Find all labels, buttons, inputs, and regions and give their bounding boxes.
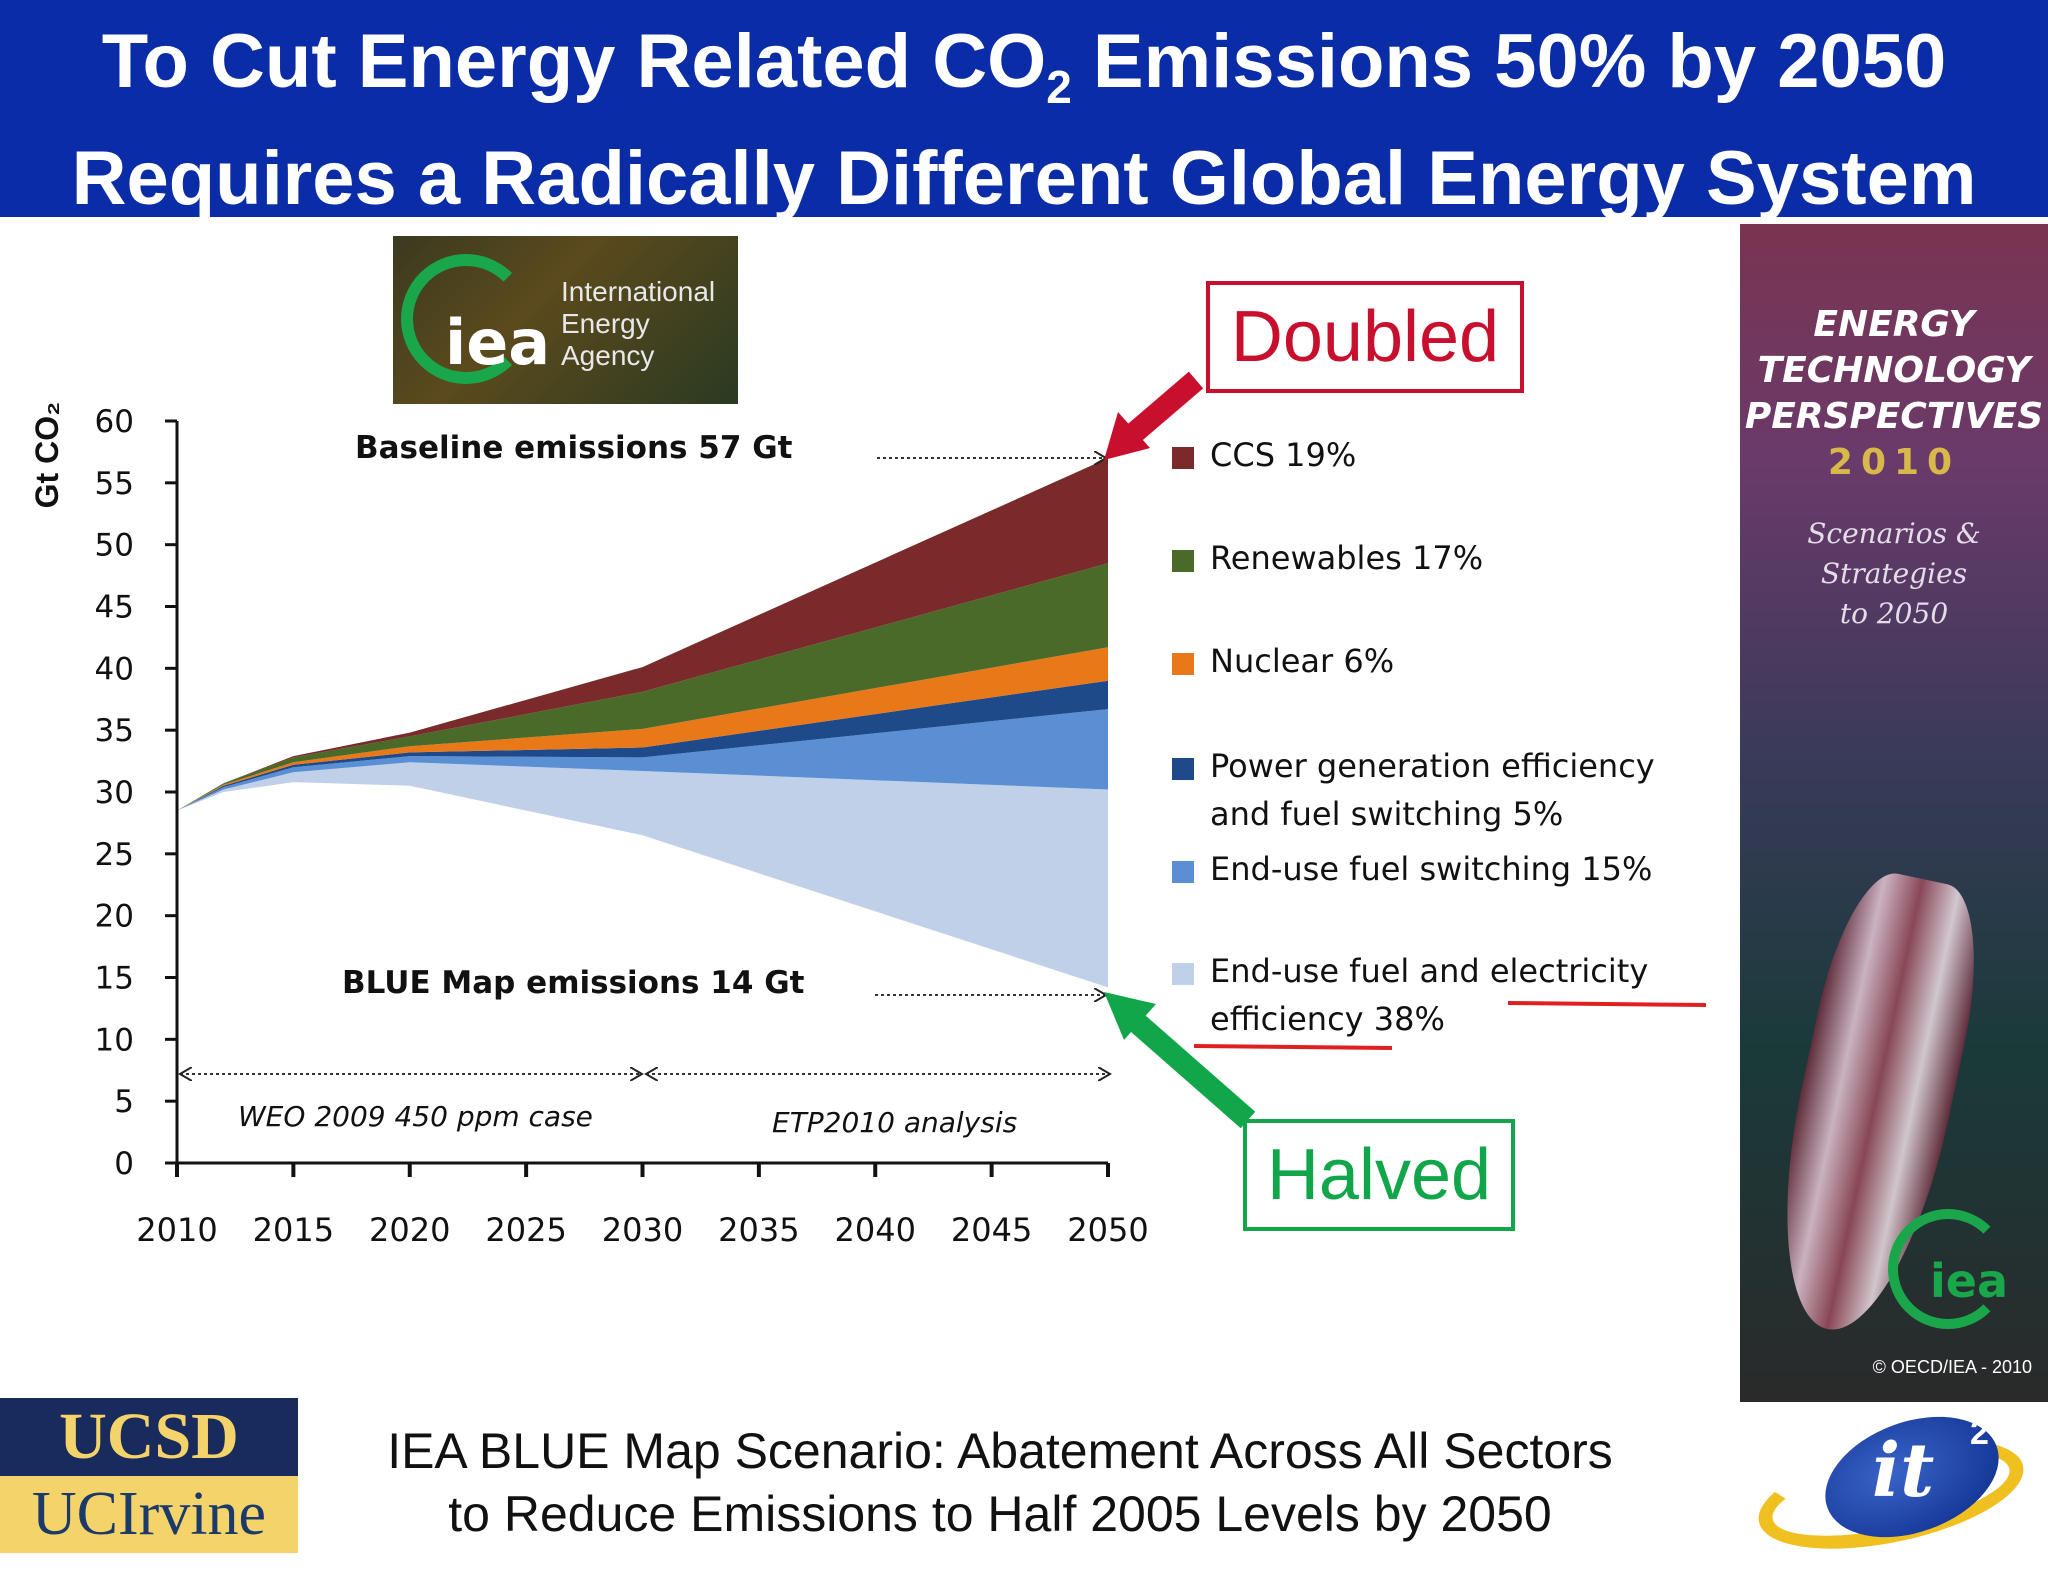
iea-logo: iea International Energy Agency bbox=[393, 236, 738, 404]
x-tick-label: 2040 bbox=[835, 1211, 916, 1249]
halved-arrow bbox=[1104, 992, 1256, 1129]
y-axis-label: Gt CO₂ bbox=[29, 402, 65, 509]
legend-label: Nuclear 6% bbox=[1210, 642, 1394, 680]
legend-label-line: Power generation efficiency bbox=[1210, 747, 1655, 785]
x-tick-label: 2030 bbox=[602, 1211, 683, 1249]
chart-legend: CCS 19% Renewables 17% Nuclear 6% Power gen… bbox=[1172, 436, 1655, 1038]
etp-2010-book-cover: ENERGY TECHNOLOGY PERSPECTIVES 2010 Scen… bbox=[1740, 224, 2048, 1402]
y-tick-label: 55 bbox=[95, 466, 134, 502]
area-series-1 bbox=[177, 709, 1108, 811]
y-tick-label: 25 bbox=[95, 837, 134, 873]
doubled-callout: Doubled bbox=[1206, 281, 1524, 393]
x-tick-label: 2045 bbox=[951, 1211, 1032, 1249]
book-title: ENERGY TECHNOLOGY PERSPECTIVES bbox=[1744, 304, 2044, 437]
institution-logo: UCSD UCIrvine bbox=[0, 1398, 298, 1553]
baseline-annotation: Baseline emissions 57 Gt bbox=[355, 430, 793, 466]
legend-label: Renewables 17% bbox=[1210, 539, 1483, 577]
y-tick-label: 0 bbox=[114, 1146, 134, 1182]
x-tick-label: 2015 bbox=[253, 1211, 334, 1249]
y-tick-label: 35 bbox=[95, 713, 134, 749]
slide-caption: IEA BLUE Map Scenario: Abatement Across … bbox=[387, 1423, 1613, 1542]
weo-annotation: WEO 2009 450 ppm case bbox=[238, 1100, 593, 1133]
iea-logo-mark: iea bbox=[445, 306, 551, 379]
legend-label: Power generation efficiency and fuel swit… bbox=[1210, 747, 1655, 833]
book-iea-ring-icon bbox=[1888, 1209, 2008, 1329]
y-tick-label: 50 bbox=[95, 528, 134, 564]
x-tick-labels: 2010 2015 2020 2025 2030 2035 2040 2045 2050 bbox=[136, 1211, 1148, 1249]
book-copyright: © OECD/IEA - 2010 bbox=[1872, 1357, 2032, 1377]
book-year: 2010 bbox=[1827, 442, 1961, 483]
doubled-arrow bbox=[1104, 371, 1204, 460]
chart-axes bbox=[165, 419, 1110, 1177]
y-tick-label: 20 bbox=[95, 899, 134, 935]
it2-logo-sup: 2 bbox=[1970, 1414, 1989, 1452]
legend-swatch bbox=[1172, 861, 1194, 883]
y-tick-label: 60 bbox=[95, 404, 134, 440]
y-tick-label: 40 bbox=[95, 651, 134, 687]
y-tick-labels: 0 5 10 15 20 25 30 35 40 45 50 55 60 bbox=[95, 404, 134, 1182]
iea-logo-text: International Energy Agency bbox=[561, 276, 716, 371]
y-tick-label: 15 bbox=[95, 961, 134, 997]
x-tick-label: 2025 bbox=[485, 1211, 566, 1249]
legend-swatch bbox=[1172, 550, 1194, 572]
legend-label-line: End-use fuel and electricity bbox=[1210, 952, 1648, 990]
y-tick-label: 10 bbox=[95, 1022, 134, 1058]
bluemap-annotation: BLUE Map emissions 14 Gt bbox=[342, 965, 805, 1001]
legend-swatch bbox=[1172, 758, 1194, 780]
legend-label-line: and fuel switching 5% bbox=[1210, 795, 1563, 833]
x-tick-label: 2035 bbox=[718, 1211, 799, 1249]
y-tick-label: 30 bbox=[95, 775, 134, 811]
legend-label: End-use fuel and electricity efficiency 3… bbox=[1210, 952, 1648, 1038]
legend-label: End-use fuel switching 15% bbox=[1210, 850, 1652, 888]
it2-logo-word: it bbox=[1872, 1428, 1935, 1514]
area-series-0 bbox=[177, 762, 1108, 988]
y-tick-label: 5 bbox=[114, 1084, 134, 1120]
legend-swatch bbox=[1172, 653, 1194, 675]
legend-label-line: efficiency 38% bbox=[1210, 1000, 1445, 1038]
ucsd-logo: UCSD bbox=[0, 1398, 298, 1476]
uci-logo: UCIrvine bbox=[0, 1476, 298, 1553]
x-tick-label: 2010 bbox=[136, 1211, 217, 1249]
underline-mark-1 bbox=[1507, 1001, 1707, 1007]
title-line-2: Requires a Radically Different Global En… bbox=[71, 136, 1977, 222]
book-subtitle: Scenarios & Strategies to 2050 bbox=[1807, 517, 1981, 630]
it2-logo: it 2 bbox=[1748, 1394, 2042, 1569]
halved-callout: Halved bbox=[1243, 1119, 1515, 1231]
x-tick-label: 2050 bbox=[1067, 1211, 1148, 1249]
underline-mark-2 bbox=[1193, 1044, 1393, 1050]
stacked-areas bbox=[177, 458, 1108, 988]
etp-annotation: ETP2010 analysis bbox=[772, 1106, 1017, 1139]
legend-swatch bbox=[1172, 963, 1194, 985]
legend-label: CCS 19% bbox=[1210, 436, 1356, 474]
title-banner: To Cut Energy Related CO2 Emissions 50% … bbox=[0, 0, 2048, 221]
x-tick-label: 2020 bbox=[369, 1211, 450, 1249]
title-line-1: To Cut Energy Related CO2 Emissions 50% … bbox=[101, 19, 1947, 114]
book-iea-mark: iea bbox=[1930, 1254, 2009, 1308]
legend-swatch bbox=[1172, 447, 1194, 469]
y-tick-label: 45 bbox=[95, 590, 134, 626]
